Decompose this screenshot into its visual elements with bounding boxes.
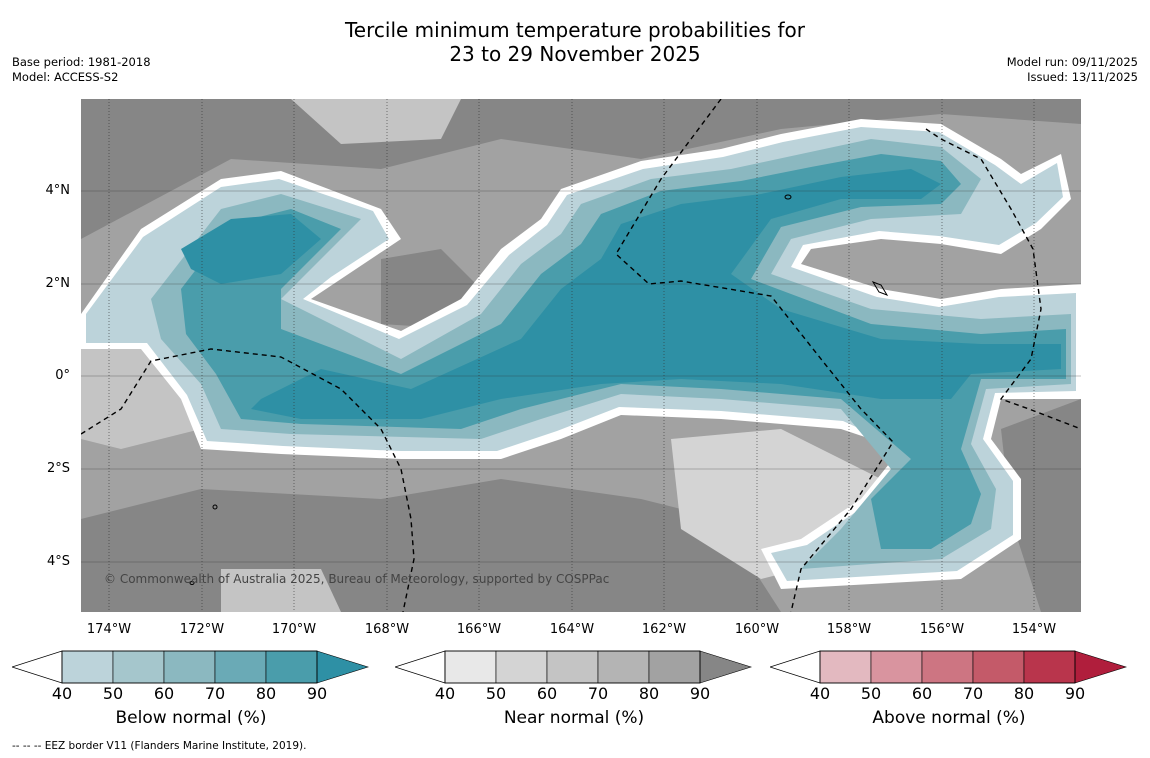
colorbar-swatch	[265, 650, 318, 684]
below-tick-50: 50	[102, 684, 124, 703]
model-name: Model: ACCESS-S2	[12, 70, 119, 84]
above-tick-50: 50	[860, 684, 882, 703]
near-tick-60: 60	[536, 684, 558, 703]
lat-label-2n: 2°N	[45, 276, 71, 291]
lon-label-172w: 172°W	[179, 622, 225, 637]
colorbar-above-svg	[770, 650, 1128, 684]
copyright-notice: © Commonwealth of Australia 2025, Bureau…	[104, 572, 610, 586]
below-normal-title: Below normal (%)	[115, 708, 267, 728]
near-normal-dark-east	[1001, 399, 1081, 612]
below-tick-90: 90	[306, 684, 328, 703]
above-tick-80: 80	[1013, 684, 1035, 703]
title-line-2: 23 to 29 November 2025	[449, 42, 701, 66]
lon-label-156w: 156°W	[919, 622, 965, 637]
colorbar-near-svg	[395, 650, 753, 684]
lon-label-168w: 168°W	[364, 622, 410, 637]
lon-label-162w: 162°W	[641, 622, 687, 637]
colorbar-swatch	[1023, 650, 1076, 684]
eez-borders	[81, 99, 1081, 612]
above-tick-40: 40	[809, 684, 831, 703]
colorbar-swatch	[972, 650, 1025, 684]
near-tick-70: 70	[587, 684, 609, 703]
below-tick-70: 70	[204, 684, 226, 703]
latitude-lines	[81, 190, 1081, 563]
colorbar-swatch	[495, 650, 548, 684]
colorbar-swatch	[921, 650, 974, 684]
lat-label-0: 0°	[55, 368, 70, 383]
map-title: Tercile minimum temperature probabilitie…	[0, 18, 1150, 66]
below-90-plus-main	[251, 169, 1061, 419]
near-normal-light-sw	[221, 569, 341, 612]
model-run: Model run: 09/11/2025	[1006, 55, 1138, 69]
below-tick-40: 40	[51, 684, 73, 703]
near-normal-light-north	[291, 99, 461, 144]
colorbar-swatch	[546, 650, 599, 684]
colorbar-below-svg	[12, 650, 370, 684]
colorbar-swatch	[61, 650, 114, 684]
meta-left: Base period: 1981-2018 Model: ACCESS-S2	[12, 55, 151, 85]
lat-label-2s: 2°S	[46, 461, 70, 476]
colorbar-swatch	[316, 650, 370, 684]
probability-map[interactable]	[81, 99, 1081, 612]
near-normal-title: Near normal (%)	[503, 708, 645, 728]
colorbar-swatch	[163, 650, 216, 684]
near-tick-80: 80	[638, 684, 660, 703]
lon-label-166w: 166°W	[456, 622, 502, 637]
colorbar-swatch	[819, 650, 872, 684]
colorbar-near-normal	[395, 650, 753, 684]
colorbar-swatch	[699, 650, 753, 684]
lon-label-174w: 174°W	[86, 622, 132, 637]
colorbar-swatch	[1074, 650, 1128, 684]
lon-label-164w: 164°W	[549, 622, 595, 637]
islands	[189, 194, 889, 585]
lon-label-170w: 170°W	[271, 622, 317, 637]
colorbar-swatch	[444, 650, 497, 684]
near-tick-40: 40	[434, 684, 456, 703]
colorbar-above-normal	[770, 650, 1128, 684]
lon-label-154w: 154°W	[1011, 622, 1057, 637]
above-tick-60: 60	[911, 684, 933, 703]
colorbar-swatch	[214, 650, 267, 684]
map-svg	[81, 99, 1081, 612]
colorbar-swatch	[648, 650, 701, 684]
colorbar-swatch	[870, 650, 923, 684]
colorbar-swatch	[597, 650, 650, 684]
below-tick-80: 80	[255, 684, 277, 703]
lat-label-4n: 4°N	[45, 183, 71, 198]
issued-date: Issued: 13/11/2025	[1027, 70, 1138, 84]
lat-label-4s: 4°S	[46, 554, 70, 569]
near-tick-50: 50	[485, 684, 507, 703]
base-period: Base period: 1981-2018	[12, 55, 151, 69]
colorbar-swatch	[112, 650, 165, 684]
lon-label-160w: 160°W	[734, 622, 780, 637]
below-90-plus-west	[181, 214, 321, 284]
above-tick-70: 70	[962, 684, 984, 703]
near-tick-90: 90	[689, 684, 711, 703]
below-tick-60: 60	[153, 684, 175, 703]
eez-footnote: -- -- -- EEZ border V11 (Flanders Marine…	[12, 740, 307, 752]
lon-label-158w: 158°W	[826, 622, 872, 637]
meta-right: Model run: 09/11/2025 Issued: 13/11/2025	[1007, 55, 1138, 85]
colorbar-below-normal	[12, 650, 370, 684]
above-normal-title: Above normal (%)	[872, 708, 1026, 728]
title-line-1: Tercile minimum temperature probabilitie…	[344, 18, 806, 42]
above-tick-90: 90	[1064, 684, 1086, 703]
